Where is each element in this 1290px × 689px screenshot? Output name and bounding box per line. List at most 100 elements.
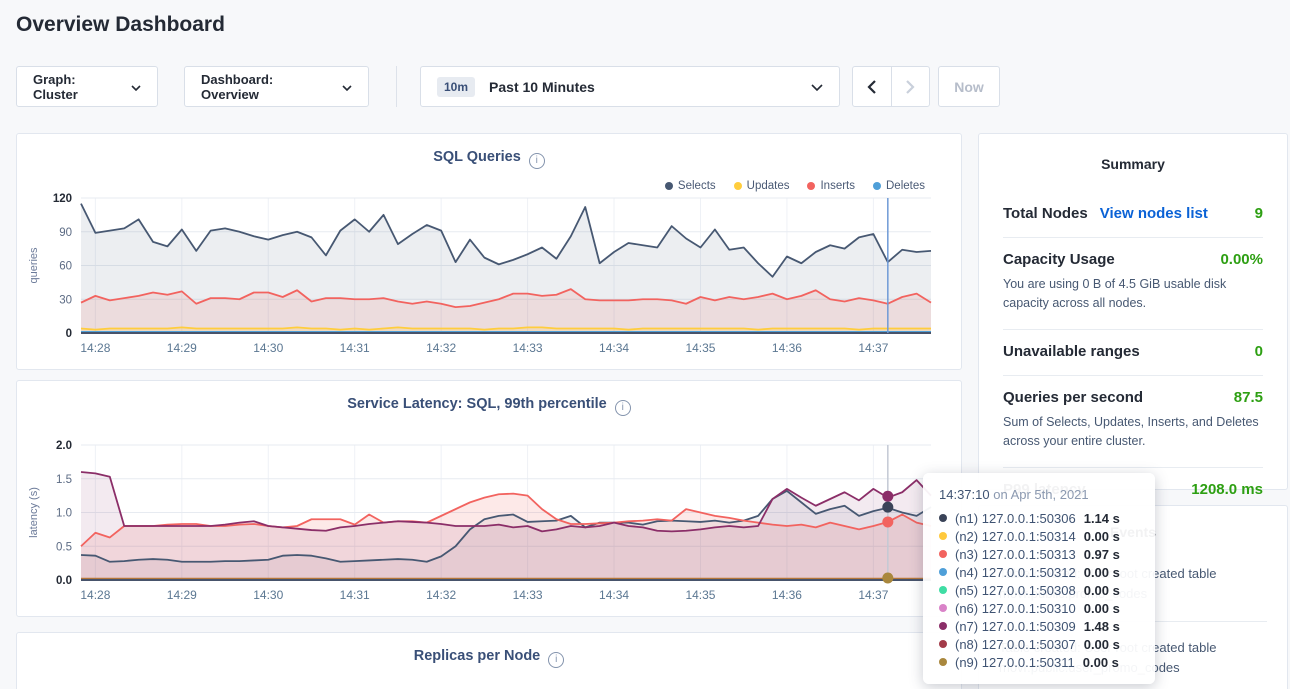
graph-scope-dropdown[interactable]: Graph: Cluster	[16, 66, 158, 107]
chevron-right-icon	[905, 79, 915, 95]
svg-text:14:30: 14:30	[253, 588, 283, 602]
node-address: (n9) 127.0.0.1:50311	[955, 655, 1075, 670]
node-color-dot	[939, 604, 947, 612]
graph-dropdown-label: Graph: Cluster	[33, 72, 121, 102]
legend-dot	[734, 182, 742, 190]
node-color-dot	[939, 586, 947, 594]
svg-text:90: 90	[59, 227, 72, 239]
now-button[interactable]: Now	[938, 66, 1000, 107]
overview-dashboard-page: Overview Dashboard Graph: Cluster Dashbo…	[0, 0, 1290, 689]
svg-text:14:32: 14:32	[426, 588, 456, 602]
summary-unavailable-ranges: Unavailable ranges 0	[1003, 329, 1263, 375]
node-color-dot	[939, 550, 947, 558]
node-value: 0.00 s	[1084, 601, 1120, 616]
sql-queries-chart[interactable]: 14:2814:2914:3014:3114:3214:3314:3414:35…	[17, 190, 963, 368]
node-address: (n7) 127.0.0.1:50309	[955, 619, 1076, 634]
info-icon[interactable]: i	[548, 652, 564, 668]
chart-title: Replicas per Nodei	[17, 648, 961, 668]
svg-text:14:37: 14:37	[858, 341, 888, 355]
svg-text:14:37: 14:37	[858, 588, 888, 602]
svg-text:queries: queries	[28, 247, 40, 284]
summary-capacity-usage: Capacity Usage 0.00% You are using 0 B o…	[1003, 237, 1263, 329]
replicas-per-node-card: Replicas per Nodei	[16, 632, 962, 689]
page-title: Overview Dashboard	[16, 13, 225, 37]
svg-text:14:31: 14:31	[340, 341, 370, 355]
summary-description: You are using 0 B of 4.5 GiB usable disk…	[1003, 275, 1263, 314]
node-value: 1.48 s	[1084, 619, 1120, 634]
summary-label: Capacity Usage	[1003, 251, 1115, 268]
summary-value: 87.5	[1234, 389, 1263, 406]
summary-value: 0.00%	[1220, 251, 1263, 268]
tooltip-row: (n2) 127.0.0.1:50314 0.00 s	[939, 527, 1143, 545]
tooltip-row: (n1) 127.0.0.1:503061.14 s	[939, 509, 1143, 527]
legend-dot	[807, 182, 815, 190]
time-forward-button[interactable]	[891, 67, 929, 106]
tooltip-row: (n6) 127.0.0.1:503100.00 s	[939, 599, 1143, 617]
svg-text:14:35: 14:35	[685, 341, 715, 355]
svg-text:0: 0	[66, 328, 72, 340]
svg-text:120: 120	[53, 193, 72, 205]
sql-queries-card: SQL Queriesi Selects Updates Inserts Del…	[16, 133, 962, 370]
svg-text:14:28: 14:28	[80, 341, 110, 355]
summary-value: 9	[1255, 205, 1263, 222]
svg-text:14:33: 14:33	[513, 588, 543, 602]
node-value: 0.00 s	[1084, 565, 1120, 580]
summary-title: Summary	[1003, 156, 1263, 172]
time-range-badge: 10m	[437, 77, 475, 97]
view-nodes-list-link[interactable]: View nodes list	[1100, 205, 1208, 222]
svg-text:14:34: 14:34	[599, 588, 629, 602]
node-value: 0.00 s	[1084, 529, 1120, 544]
info-icon[interactable]: i	[615, 400, 631, 416]
svg-text:14:31: 14:31	[340, 588, 370, 602]
svg-text:latency (s): latency (s)	[28, 487, 40, 538]
time-back-button[interactable]	[853, 67, 891, 106]
node-address: (n3) 127.0.0.1:50313	[955, 547, 1076, 562]
svg-text:14:28: 14:28	[80, 588, 110, 602]
summary-label: Total Nodes	[1003, 205, 1088, 222]
time-range-picker[interactable]: 10m Past 10 Minutes	[420, 66, 840, 107]
summary-panel: Summary Total Nodes View nodes list 9 Ca…	[978, 133, 1288, 490]
tooltip-row: (n3) 127.0.0.1:50313 0.97 s	[939, 545, 1143, 563]
node-value: 0.00 s	[1084, 583, 1120, 598]
time-range-label: Past 10 Minutes	[489, 79, 797, 95]
node-address: (n5) 127.0.0.1:50308	[955, 583, 1076, 598]
svg-text:0.5: 0.5	[56, 541, 72, 553]
tooltip-row: (n4) 127.0.0.1:50312 0.00 s	[939, 563, 1143, 581]
node-address: (n1) 127.0.0.1:50306	[955, 511, 1076, 526]
info-icon[interactable]: i	[529, 153, 545, 169]
svg-text:14:29: 14:29	[167, 341, 197, 355]
tooltip-row: (n9) 127.0.0.1:50311 0.00 s	[939, 653, 1143, 671]
summary-value: 0	[1255, 343, 1263, 360]
chart-title: Service Latency: SQL, 99th percentilei	[17, 396, 961, 416]
toolbar-divider	[396, 66, 397, 107]
summary-label: Unavailable ranges	[1003, 343, 1140, 360]
node-value: 0.00 s	[1083, 655, 1119, 670]
svg-text:2.0: 2.0	[56, 440, 72, 452]
node-value: 0.97 s	[1084, 547, 1120, 562]
dashboard-dropdown[interactable]: Dashboard: Overview	[184, 66, 369, 107]
chevron-down-icon	[131, 79, 141, 94]
chart-hover-tooltip: 14:37:10 on Apr 5th, 2021 (n1) 127.0.0.1…	[923, 473, 1155, 684]
chevron-down-icon	[342, 79, 352, 94]
node-color-dot	[939, 622, 947, 630]
svg-text:14:29: 14:29	[167, 588, 197, 602]
service-latency-chart[interactable]: 14:2814:2914:3014:3114:3214:3314:3414:35…	[17, 437, 963, 615]
svg-text:14:34: 14:34	[599, 341, 629, 355]
node-value: 0.00 s	[1084, 637, 1120, 652]
chart-title: SQL Queriesi	[17, 149, 961, 169]
svg-text:0.0: 0.0	[56, 575, 72, 587]
svg-text:60: 60	[59, 261, 72, 273]
summary-label: Queries per second	[1003, 389, 1143, 406]
dashboard-dropdown-label: Dashboard: Overview	[201, 72, 332, 102]
tooltip-row: (n7) 127.0.0.1:50309 1.48 s	[939, 617, 1143, 635]
node-address: (n4) 127.0.0.1:50312	[955, 565, 1076, 580]
node-color-dot	[939, 568, 947, 576]
node-color-dot	[939, 514, 947, 522]
node-color-dot	[939, 658, 947, 666]
tooltip-row: (n8) 127.0.0.1:503070.00 s	[939, 635, 1143, 653]
svg-text:14:32: 14:32	[426, 341, 456, 355]
node-address: (n2) 127.0.0.1:50314	[955, 529, 1076, 544]
svg-text:30: 30	[59, 294, 72, 306]
time-nav-group	[852, 66, 930, 107]
summary-value: 1208.0 ms	[1191, 481, 1263, 498]
